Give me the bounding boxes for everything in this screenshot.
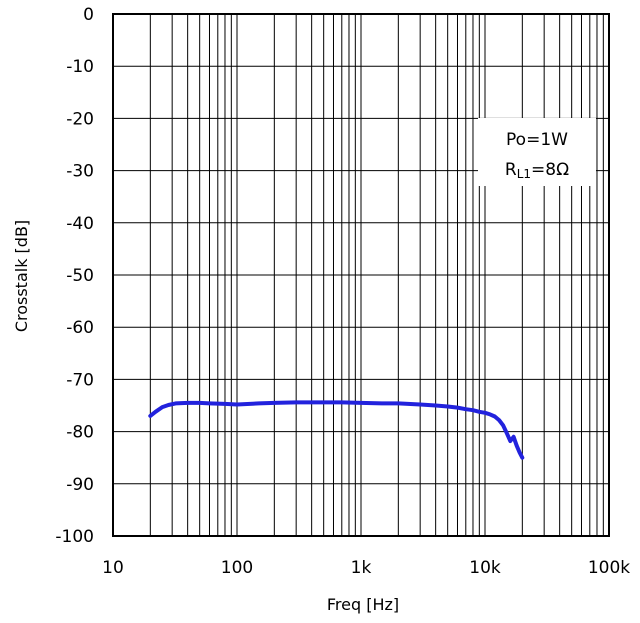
y-tick-label: -30 — [66, 162, 94, 182]
series-line — [148, 400, 525, 460]
y-tick-label: -100 — [55, 527, 94, 547]
y-tick-label: -50 — [66, 266, 94, 286]
x-tick-label: 100k — [588, 558, 630, 578]
y-tick-label: -10 — [66, 57, 94, 77]
x-tick-label: 100 — [221, 558, 253, 578]
y-tick-label: -20 — [66, 109, 94, 129]
x-tick-label: 1k — [351, 558, 372, 578]
y-tick-label: 0 — [83, 5, 94, 25]
y-axis-title: Crosstalk [dB] — [12, 220, 31, 332]
y-tick-label: -90 — [66, 475, 94, 495]
y-tick-label: -40 — [66, 214, 94, 234]
y-tick-labels: 0 -10 -20 -30 -40 -50 -60 -70 -80 -90 -100 — [55, 5, 94, 547]
plot-frame — [112, 13, 610, 537]
x-tick-label: 10k — [469, 558, 501, 578]
y-tick-label: -70 — [66, 370, 94, 390]
legend-box: Po=1W RL1=8Ω — [478, 118, 596, 186]
legend-load-label: RL1=8Ω — [505, 160, 569, 181]
x-tick-label: 10 — [102, 558, 124, 578]
y-tick-label: -60 — [66, 318, 94, 338]
y-tick-label: -80 — [66, 423, 94, 443]
x-axis-title: Freq [Hz] — [327, 595, 399, 614]
x-tick-labels: 10 100 1k 10k 100k — [102, 558, 630, 578]
legend-power-label: Po=1W — [506, 130, 568, 150]
